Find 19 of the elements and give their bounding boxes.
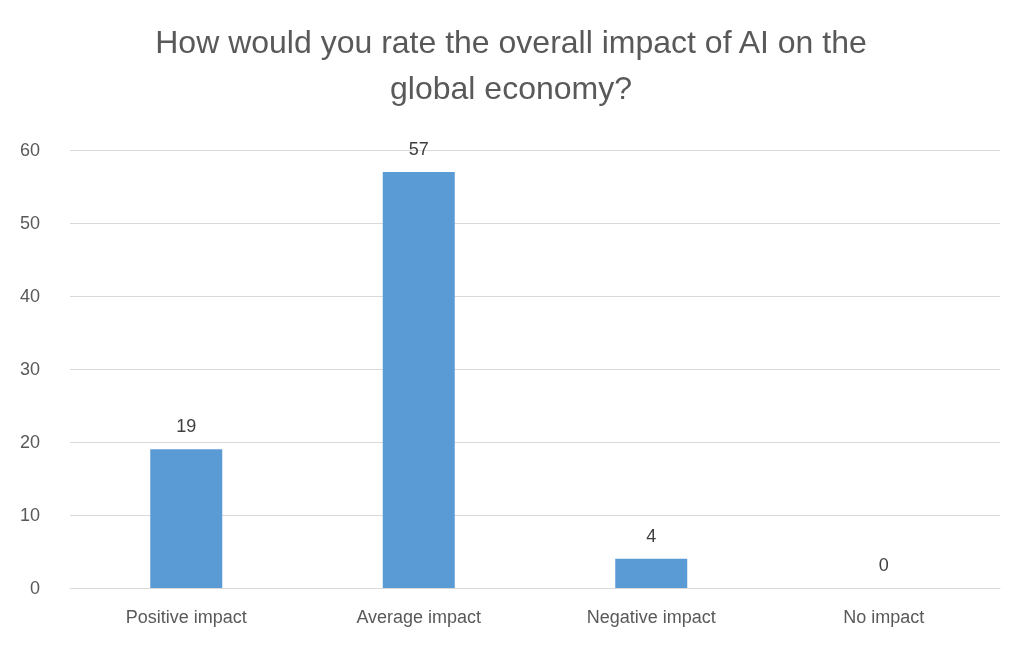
y-tick-label: 40: [19, 286, 40, 306]
bar: [382, 171, 455, 588]
y-tick-label: 20: [19, 432, 40, 452]
y-tick-label: 50: [19, 213, 40, 233]
x-tick-label: No impact: [843, 607, 925, 627]
data-label: 19: [176, 416, 197, 437]
y-tick-label: 10: [19, 505, 40, 525]
x-tick-label: Negative impact: [586, 607, 716, 627]
y-tick-label: 0: [29, 578, 40, 598]
data-label: 4: [646, 525, 657, 546]
chart-title: How would you rate the overall impact of AI on the global economy?: [155, 24, 867, 106]
data-label: 0: [878, 555, 889, 575]
bar: [150, 449, 223, 588]
x-tick-label: Positive impact: [125, 607, 247, 627]
y-tick-label: 30: [19, 359, 40, 379]
y-tick-label: 60: [19, 140, 40, 160]
data-label: 57: [408, 138, 429, 159]
x-tick-label: Average impact: [356, 607, 482, 627]
bar: [615, 558, 688, 588]
